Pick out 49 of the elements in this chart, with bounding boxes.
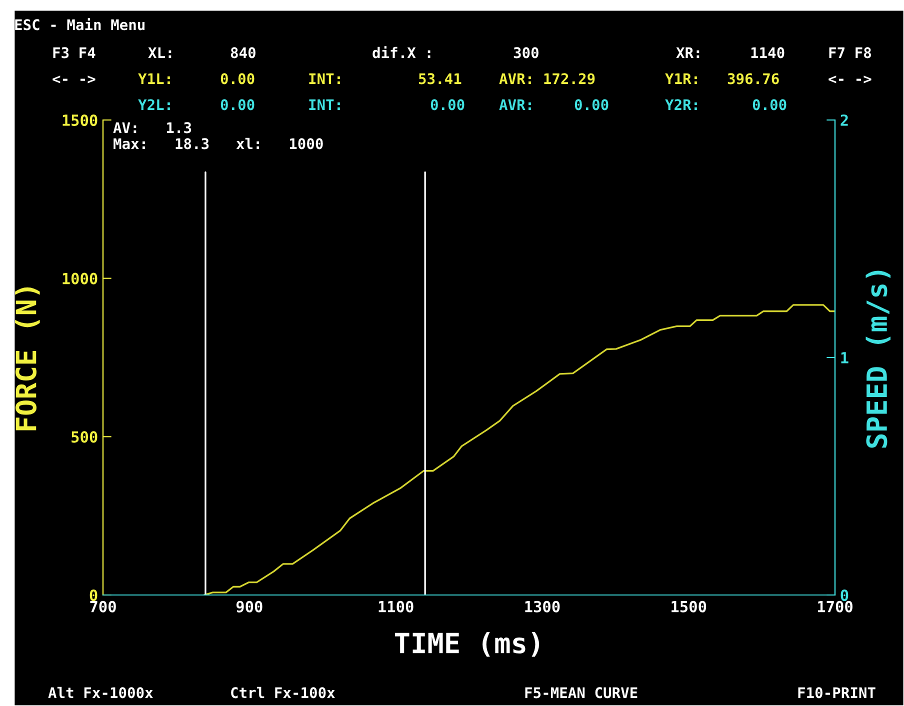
text: F10-PRINT — [798, 687, 876, 698]
text: 53.41 — [419, 73, 462, 84]
y2-tick-label: 2 — [840, 114, 848, 126]
text: INT: — [309, 73, 340, 84]
y2-axis-title: SPEED (m/s) — [866, 270, 890, 448]
text: Ctrl Fx-100x — [231, 686, 335, 698]
annotation: AV: 1.3 — [113, 122, 192, 134]
text: F5-MEAN CURVE — [525, 687, 638, 698]
text: F7 F8 — [829, 47, 871, 58]
annotation: Max: 18.3 xl: 1000 — [114, 138, 323, 150]
line-series — [203, 304, 835, 595]
x-tick-label: 700 — [90, 600, 116, 612]
text: INT: — [309, 99, 340, 110]
x-tick-label: 1300 — [525, 600, 560, 612]
text: Y2L: — [138, 99, 170, 110]
text: 0.00 — [430, 99, 464, 110]
y2-tick-label: 1 — [841, 352, 848, 364]
text: 396.76 — [728, 73, 779, 84]
x-tick-label: 1500 — [672, 600, 706, 612]
y-axis-title: FORCE (N) — [15, 287, 40, 430]
text: 0.00 — [220, 99, 254, 110]
x-axis-title: TIME (ms) — [394, 632, 540, 657]
x-tick-label: 1100 — [378, 600, 414, 612]
x-tick-label: 1700 — [818, 600, 852, 612]
text: 300 — [514, 47, 538, 58]
y-tick-label: 1500 — [62, 114, 98, 126]
text: 1140 — [751, 47, 784, 58]
text: AVR: — [499, 99, 531, 110]
text: <- -> — [828, 76, 872, 84]
text: Y1L: — [138, 73, 170, 84]
y-tick-label: 1000 — [62, 272, 98, 284]
text: F3 F4 — [53, 47, 96, 58]
text: Alt Fx-1000x — [48, 686, 153, 698]
text: Y2R: — [665, 99, 697, 110]
text: Y1R: — [665, 73, 697, 84]
y-tick-label: 500 — [72, 431, 98, 443]
text: ESC - Main Menu — [15, 18, 144, 30]
text: XL: — [148, 47, 172, 58]
text: 840 — [230, 47, 256, 58]
text: 0.00 — [574, 99, 608, 110]
text: XR: — [676, 47, 700, 58]
text: 0.00 — [220, 73, 254, 84]
text: 0.00 — [752, 99, 786, 110]
text: <- -> — [52, 76, 96, 84]
text: dif.X : — [372, 46, 430, 58]
x-tick-label: 900 — [236, 600, 262, 612]
y2-tick-label: 0 — [840, 589, 848, 602]
text: AVR: 172.29 — [499, 73, 595, 84]
y-tick-label: 0 — [90, 589, 98, 602]
